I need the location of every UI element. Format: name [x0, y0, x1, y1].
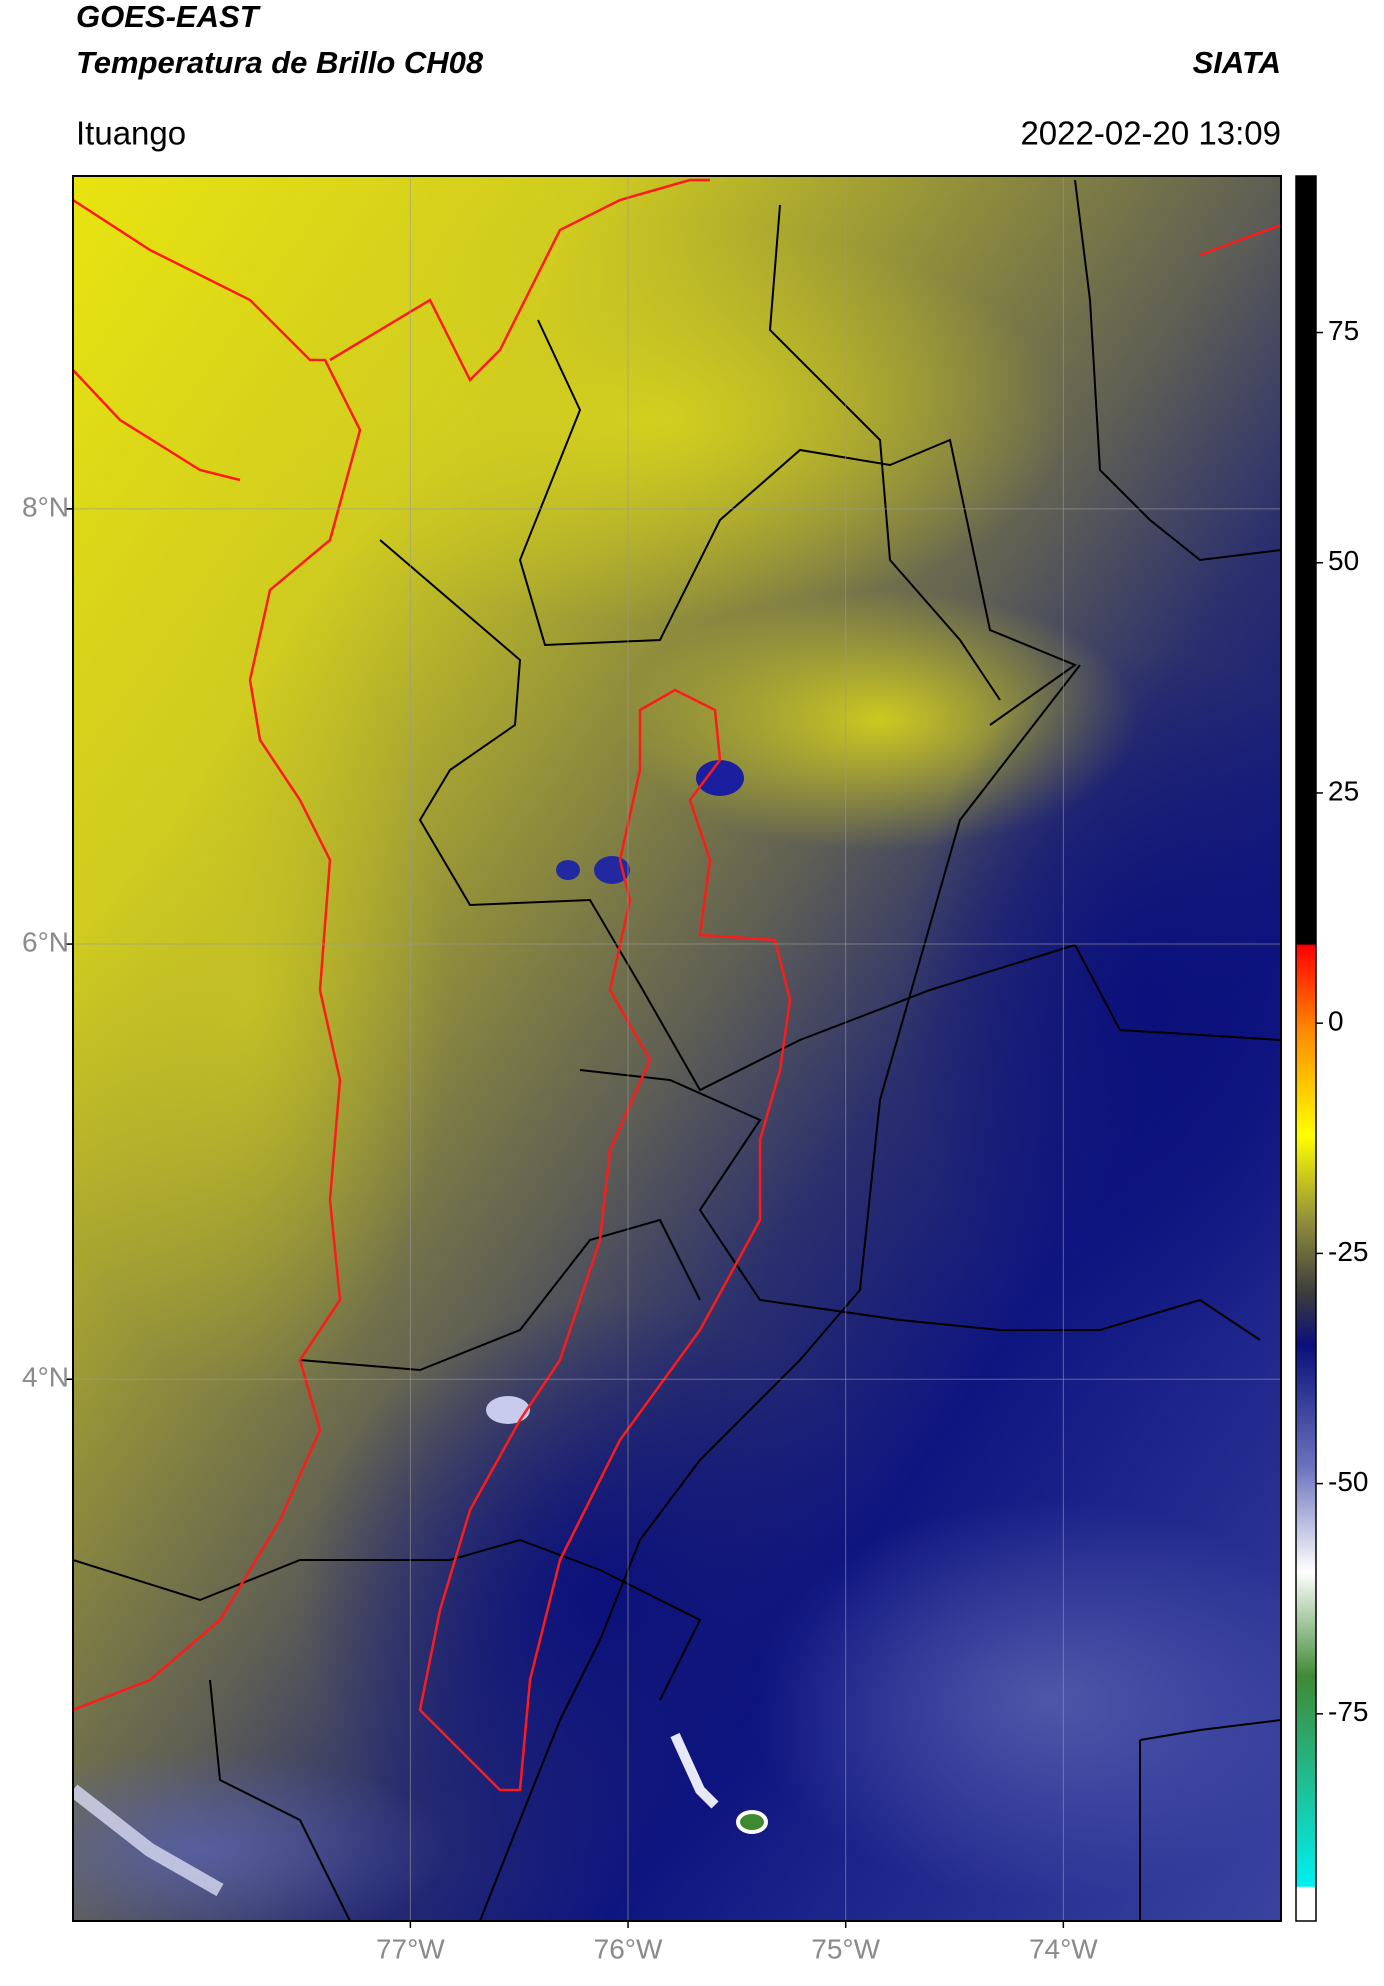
cold-region [900, 650, 1281, 1350]
cold-region [750, 1500, 1281, 1900]
cloud-streak [73, 1784, 224, 1897]
location: Ituango [76, 115, 186, 152]
x-tick-label: 77°W [376, 1933, 445, 1964]
colorbar-tick-label: 75 [1328, 315, 1359, 346]
source: SIATA [1193, 45, 1281, 80]
admin-borders [73, 179, 1281, 1921]
colorbar-tick-label: -75 [1328, 1696, 1368, 1727]
cold-region [300, 1300, 900, 1900]
cloud-cell [556, 860, 580, 880]
colorbar-tick-label: -25 [1328, 1236, 1368, 1267]
y-tick-label: 8°N [22, 491, 69, 522]
cloud-streak [670, 1732, 719, 1809]
cloud-cell [736, 1810, 768, 1834]
colorbar-tick-label: 0 [1328, 1006, 1344, 1037]
x-tick-label: 76°W [594, 1933, 663, 1964]
subtitle: Temperatura de Brillo CH08 [76, 45, 484, 80]
cloud-cell [696, 760, 744, 796]
y-tick-label: 6°N [22, 926, 69, 957]
colorbar [1295, 175, 1317, 1922]
cloud-cell [486, 1396, 530, 1424]
datetime: 2022-02-20 13:09 [1020, 115, 1281, 152]
colorbar-tick-label: 50 [1328, 545, 1359, 576]
colorbar-tick-label: -50 [1328, 1466, 1368, 1497]
cold-region [73, 1750, 450, 1921]
x-tick-label: 74°W [1029, 1933, 1098, 1964]
warm-region [73, 600, 450, 1400]
x-tick-label: 75°W [811, 1933, 880, 1964]
region-borders [73, 178, 1281, 1792]
title: GOES-EAST [76, 0, 262, 34]
map-frame [72, 175, 1282, 1922]
grid [73, 176, 1281, 1921]
colorbar-tick-label: 25 [1328, 775, 1359, 806]
map [73, 176, 1281, 1921]
y-tick-label: 4°N [22, 1362, 69, 1393]
